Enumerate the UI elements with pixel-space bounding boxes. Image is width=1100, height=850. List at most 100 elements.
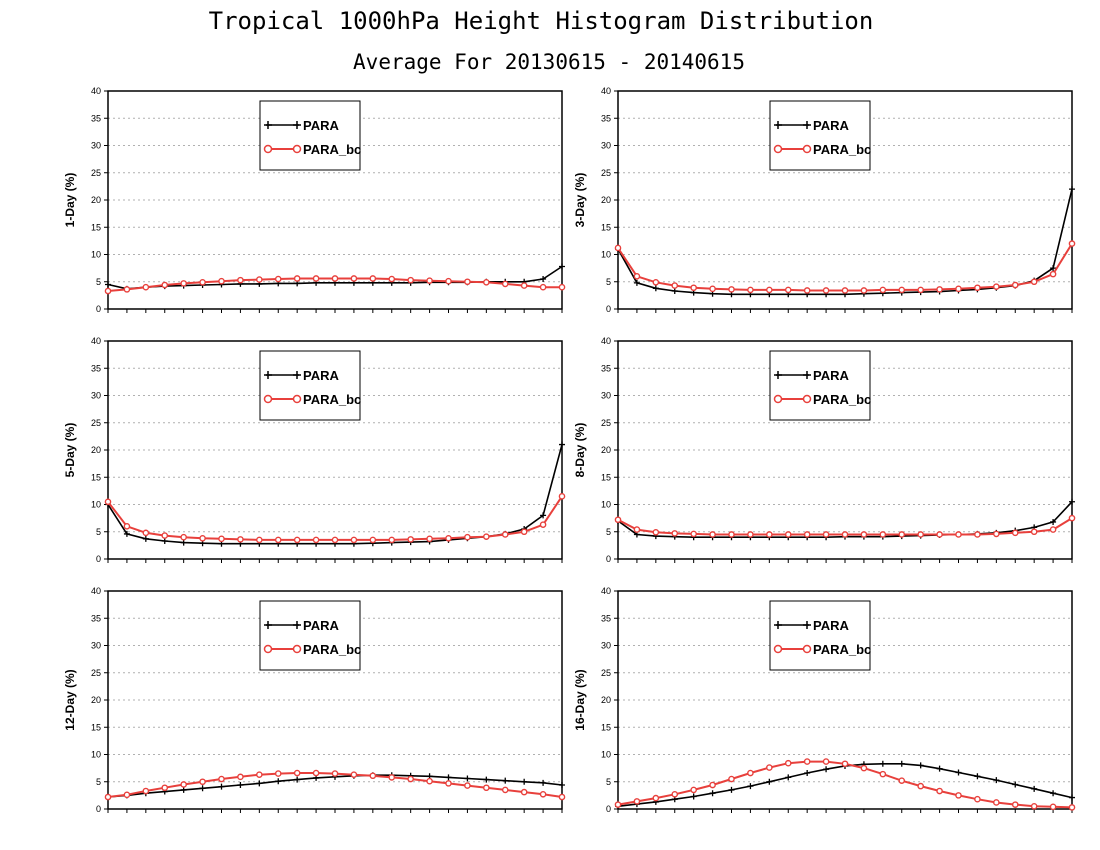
y-axis-label: 5-Day (%) [63, 423, 77, 478]
data-point [426, 277, 433, 284]
data-point [671, 530, 679, 537]
data-point [142, 787, 150, 795]
data-point [123, 791, 131, 799]
legend-box [259, 100, 361, 171]
data-point [218, 783, 225, 790]
plot-frame [107, 90, 563, 310]
data-point [274, 770, 282, 777]
y-tick-label: 0 [96, 554, 101, 564]
data-point [407, 775, 414, 783]
y-tick-label: 30 [601, 141, 611, 151]
data-point [898, 286, 906, 294]
data-point [652, 285, 659, 292]
data-point [388, 774, 396, 781]
y-tick-label: 35 [91, 363, 101, 373]
data-point [690, 284, 697, 292]
legend-label: PARA [303, 118, 339, 133]
y-tick-label: 20 [91, 195, 101, 205]
series-line [617, 188, 1073, 296]
data-point [747, 783, 754, 790]
data-point [558, 283, 566, 291]
data-point [559, 782, 565, 789]
series-para [615, 186, 1075, 298]
data-point [218, 775, 225, 783]
data-point [803, 758, 811, 765]
legend-marker [263, 144, 273, 154]
y-tick-label: 40 [91, 336, 101, 346]
legend: PARA PARA_bc [259, 350, 361, 421]
data-point [464, 775, 471, 782]
data-point [483, 784, 490, 792]
y-tick-label: 40 [91, 586, 101, 596]
legend-marker [264, 121, 272, 129]
data-point [860, 764, 868, 772]
data-point [293, 275, 301, 282]
data-point [161, 281, 169, 289]
data-point [407, 276, 414, 284]
legend-marker [802, 644, 812, 654]
data-point [1049, 803, 1057, 811]
y-tick-label: 25 [601, 168, 611, 178]
y-tick-label: 5 [96, 777, 101, 787]
data-point [521, 778, 528, 785]
y-tick-label: 25 [91, 418, 101, 428]
y-tick-label: 35 [91, 613, 101, 623]
legend-label: PARA_bc [303, 142, 361, 157]
data-point [993, 777, 1000, 784]
legend-label: PARA_bc [813, 642, 871, 657]
legend: PARA PARA_bc [769, 100, 871, 171]
data-point [936, 787, 943, 795]
y-tick-label: 40 [601, 336, 611, 346]
data-point [312, 769, 320, 777]
legend-marker [773, 394, 783, 404]
data-point [614, 244, 622, 252]
data-point [1049, 526, 1057, 533]
data-point [841, 287, 849, 294]
data-point [747, 531, 754, 538]
data-point [369, 772, 377, 780]
data-point [766, 286, 773, 294]
data-point [388, 536, 396, 544]
data-point [936, 765, 943, 772]
data-point [993, 283, 1000, 290]
y-tick-label: 0 [96, 304, 101, 314]
data-point [1050, 790, 1057, 797]
legend-label: PARA_bc [303, 392, 361, 407]
legend-marker [293, 121, 301, 129]
data-point [293, 769, 301, 777]
data-point [464, 533, 471, 541]
data-point [728, 531, 735, 538]
data-point [633, 279, 640, 286]
data-point [841, 760, 849, 768]
data-point [180, 781, 187, 788]
data-point [974, 773, 981, 780]
data-point [1031, 785, 1038, 792]
series-line [107, 444, 563, 545]
data-point [860, 287, 868, 294]
data-point [331, 275, 339, 282]
plot-frame [617, 590, 1073, 810]
data-point [747, 769, 754, 777]
data-point [671, 282, 679, 289]
data-point [445, 774, 452, 781]
y-tick-label: 5 [96, 527, 101, 537]
y-tick-label: 0 [606, 804, 611, 814]
data-point [180, 539, 187, 546]
data-point [1068, 514, 1076, 522]
data-point [917, 762, 924, 769]
data-point [123, 523, 131, 530]
y-tick-label: 35 [601, 113, 611, 123]
data-point [898, 777, 906, 784]
data-point [955, 792, 962, 799]
data-point [142, 535, 149, 542]
legend-marker [293, 621, 301, 629]
y-tick-label: 10 [91, 500, 101, 510]
data-point [633, 272, 641, 280]
data-point [936, 286, 943, 293]
data-point [860, 531, 868, 538]
data-point [1050, 265, 1057, 272]
data-point [974, 795, 981, 803]
series-para-bc [104, 275, 566, 295]
series-para [615, 760, 1075, 810]
